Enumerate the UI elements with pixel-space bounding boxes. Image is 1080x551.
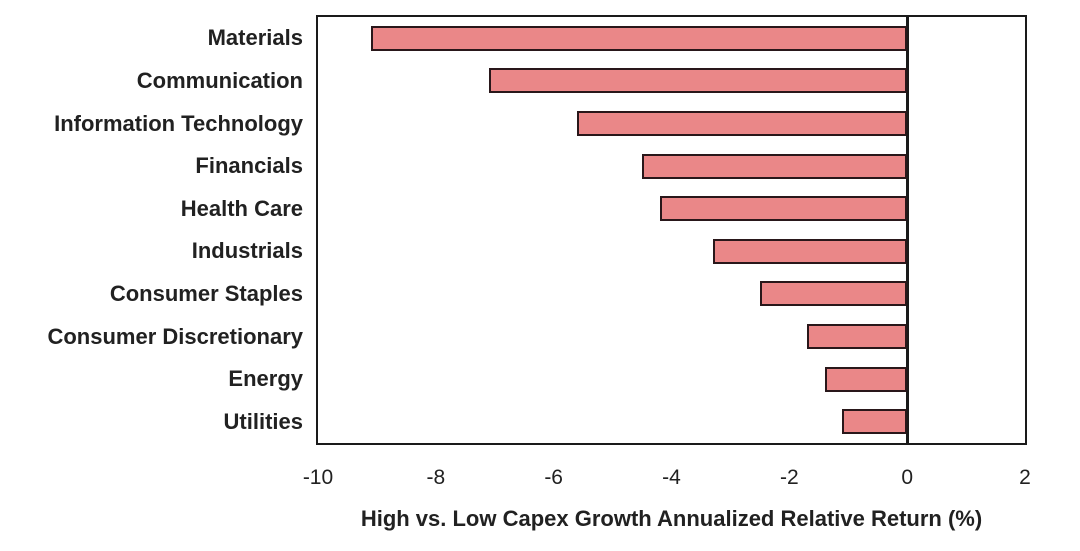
category-label-industrials: Industrials [191, 238, 303, 264]
bar-financials [642, 153, 908, 179]
bar-materials [371, 25, 908, 51]
category-label-consumer-staples: Consumer Staples [109, 280, 303, 306]
x-axis-label: High vs. Low Capex Growth Annualized Rel… [360, 506, 983, 531]
bar-utilities [842, 409, 908, 435]
bar-consumer-staples [759, 281, 908, 307]
category-label-communication: Communication [136, 67, 303, 93]
x-tick--2: -2 [779, 466, 799, 489]
plot-area [316, 15, 1027, 445]
bar-industrials [712, 238, 908, 264]
x-tick-0: 0 [901, 466, 913, 489]
bar-communication [488, 68, 908, 94]
category-labels: Materials Communication Information Techno… [0, 0, 303, 460]
category-label-information-technology: Information Technology [54, 110, 303, 136]
zero-axis-line [905, 17, 909, 443]
x-tick-2: 2 [1019, 466, 1031, 489]
x-tick--8: -8 [426, 466, 446, 489]
x-tick--6: -6 [544, 466, 563, 489]
x-tick--10: -10 [302, 466, 334, 489]
x-axis-ticks: -10 -8 -6 -4 -2 0 2 [0, 466, 1080, 498]
bar-health-care [659, 196, 908, 222]
category-label-utilities: Utilities [223, 408, 303, 434]
bar-energy [824, 366, 908, 392]
category-label-materials: Materials [207, 25, 303, 51]
category-label-energy: Energy [228, 366, 303, 392]
category-label-financials: Financials [195, 153, 303, 179]
bar-consumer-discretionary [807, 324, 908, 349]
category-label-health-care: Health Care [180, 195, 303, 221]
x-tick--4: -4 [662, 466, 681, 489]
category-label-consumer-discretionary: Consumer Discretionary [47, 323, 303, 349]
bar-information-technology [577, 111, 908, 136]
